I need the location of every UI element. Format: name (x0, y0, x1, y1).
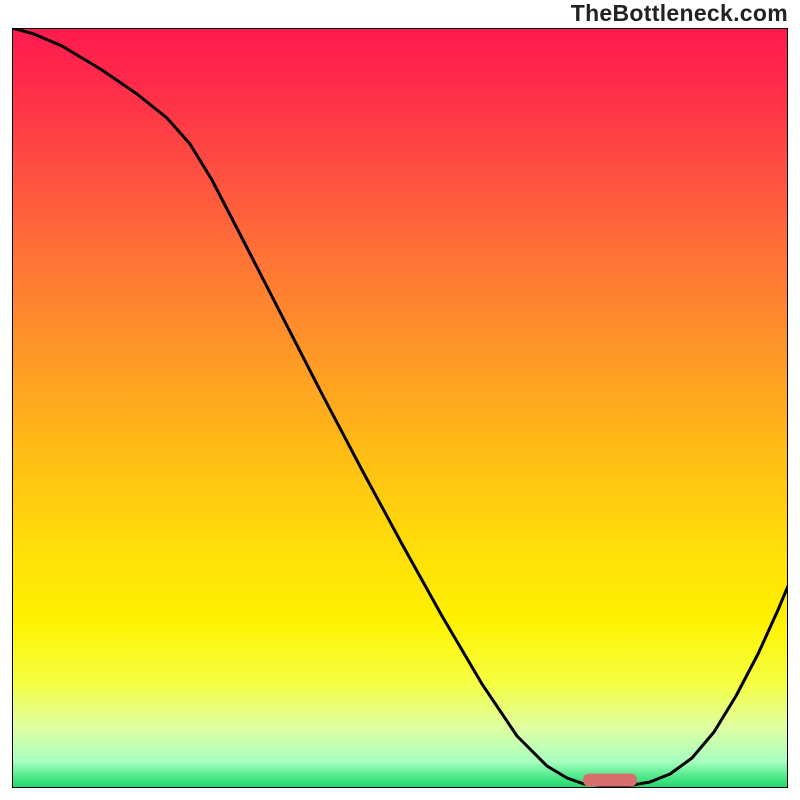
gradient-background (12, 28, 788, 788)
minimum-marker (583, 774, 637, 787)
chart-panel (12, 28, 788, 788)
watermark-text: TheBottleneck.com (571, 0, 788, 27)
root: TheBottleneck.com (0, 0, 800, 800)
chart-svg (12, 28, 788, 788)
